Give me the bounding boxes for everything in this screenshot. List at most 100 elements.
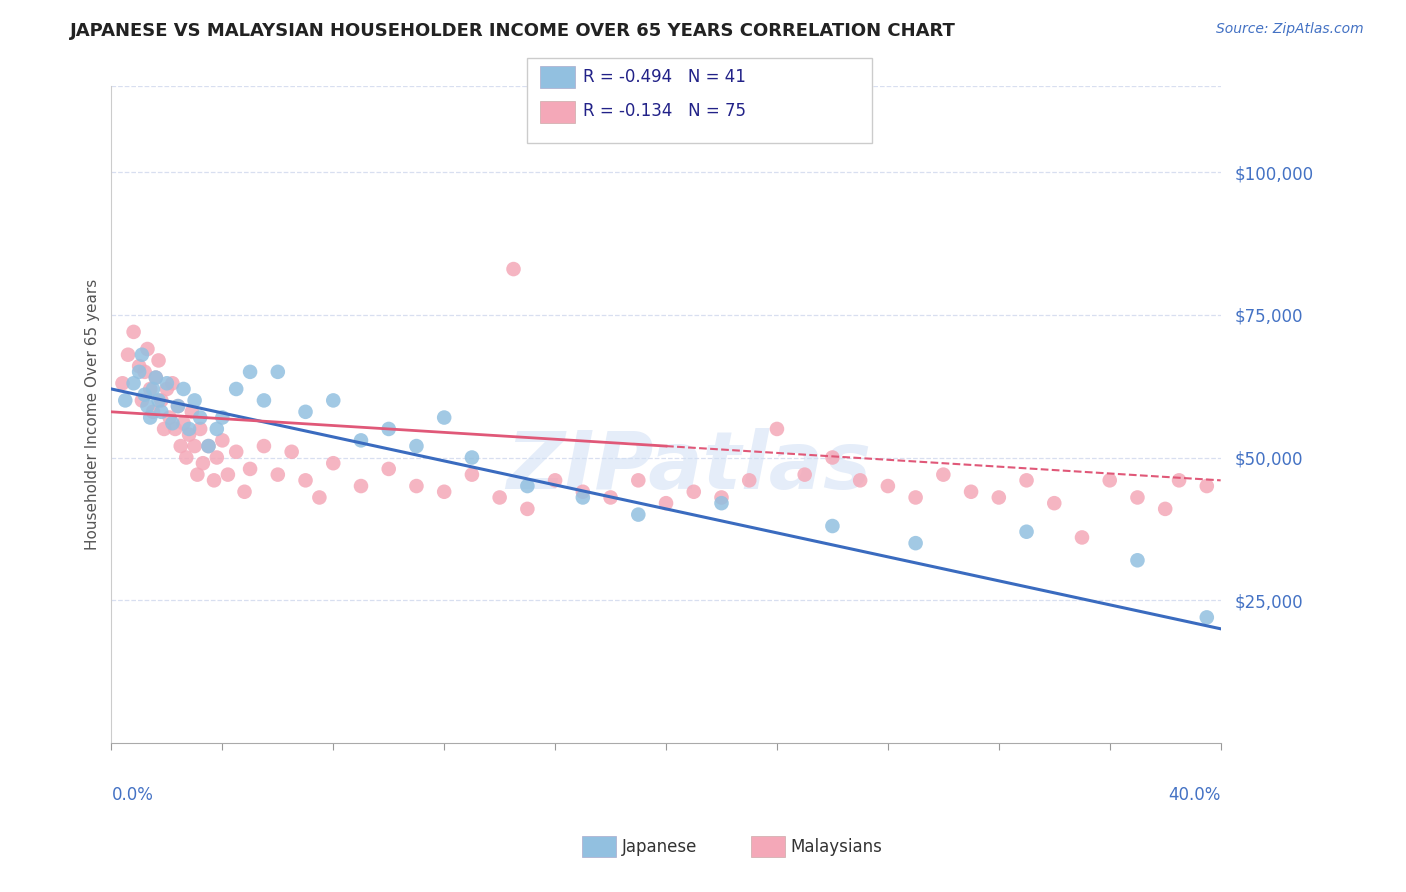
Point bbox=[188, 410, 211, 425]
Point bbox=[134, 387, 156, 401]
Point bbox=[572, 491, 595, 505]
Point bbox=[148, 353, 170, 368]
Point bbox=[377, 422, 399, 436]
Point bbox=[960, 484, 983, 499]
Point bbox=[233, 484, 256, 499]
Point bbox=[350, 479, 373, 493]
Point bbox=[136, 342, 159, 356]
Point bbox=[488, 491, 510, 505]
Point bbox=[150, 405, 173, 419]
Point bbox=[139, 410, 162, 425]
Point bbox=[738, 473, 761, 487]
Text: 40.0%: 40.0% bbox=[1168, 786, 1220, 804]
Point bbox=[253, 393, 276, 408]
Point bbox=[191, 456, 214, 470]
Point bbox=[211, 434, 233, 448]
Text: Japanese: Japanese bbox=[621, 838, 697, 855]
Point bbox=[174, 450, 197, 465]
Point bbox=[217, 467, 239, 482]
Point bbox=[136, 399, 159, 413]
Point bbox=[225, 444, 247, 458]
Point bbox=[122, 325, 145, 339]
Point bbox=[405, 479, 427, 493]
Point bbox=[139, 382, 162, 396]
Point bbox=[177, 422, 200, 436]
Point bbox=[145, 370, 167, 384]
Point bbox=[111, 376, 134, 391]
Point bbox=[183, 393, 205, 408]
Point bbox=[134, 365, 156, 379]
Point bbox=[766, 422, 789, 436]
Text: JAPANESE VS MALAYSIAN HOUSEHOLDER INCOME OVER 65 YEARS CORRELATION CHART: JAPANESE VS MALAYSIAN HOUSEHOLDER INCOME… bbox=[70, 22, 956, 40]
Point bbox=[793, 467, 815, 482]
Point bbox=[405, 439, 427, 453]
Text: Source: ZipAtlas.com: Source: ZipAtlas.com bbox=[1216, 22, 1364, 37]
Point bbox=[599, 491, 621, 505]
Point bbox=[197, 439, 219, 453]
Point bbox=[572, 484, 595, 499]
Point bbox=[294, 405, 316, 419]
Text: Malaysians: Malaysians bbox=[790, 838, 882, 855]
Point bbox=[156, 376, 179, 391]
Point bbox=[294, 473, 316, 487]
Point bbox=[1126, 491, 1149, 505]
Point bbox=[150, 393, 173, 408]
Point bbox=[253, 439, 276, 453]
Point bbox=[159, 410, 181, 425]
Point bbox=[131, 393, 153, 408]
Point bbox=[682, 484, 704, 499]
Point bbox=[710, 496, 733, 510]
Point bbox=[165, 422, 187, 436]
Point bbox=[516, 479, 538, 493]
Point bbox=[197, 439, 219, 453]
Point bbox=[1098, 473, 1121, 487]
Point bbox=[433, 410, 456, 425]
Point bbox=[821, 519, 844, 533]
Point bbox=[239, 365, 262, 379]
Point bbox=[145, 370, 167, 384]
Text: 0.0%: 0.0% bbox=[111, 786, 153, 804]
Point bbox=[167, 399, 190, 413]
Point bbox=[1043, 496, 1066, 510]
Text: R = -0.134   N = 75: R = -0.134 N = 75 bbox=[583, 102, 747, 120]
Point bbox=[350, 434, 373, 448]
Point bbox=[932, 467, 955, 482]
Point bbox=[322, 456, 344, 470]
Point bbox=[516, 502, 538, 516]
Point bbox=[205, 450, 228, 465]
Point bbox=[180, 405, 202, 419]
Point bbox=[205, 422, 228, 436]
Point bbox=[322, 393, 344, 408]
Point bbox=[821, 450, 844, 465]
Point bbox=[849, 473, 872, 487]
Point bbox=[142, 405, 165, 419]
Point bbox=[122, 376, 145, 391]
Point bbox=[183, 439, 205, 453]
Point bbox=[1154, 502, 1177, 516]
Point bbox=[461, 467, 484, 482]
Point bbox=[142, 382, 165, 396]
Point bbox=[876, 479, 898, 493]
Point bbox=[544, 473, 567, 487]
Point bbox=[186, 467, 208, 482]
Point bbox=[308, 491, 330, 505]
Point bbox=[128, 365, 150, 379]
Point bbox=[1168, 473, 1191, 487]
Point bbox=[1015, 524, 1038, 539]
Point bbox=[987, 491, 1010, 505]
Point bbox=[162, 416, 184, 430]
Text: ZIPatlas: ZIPatlas bbox=[506, 428, 870, 506]
Point bbox=[904, 536, 927, 550]
Point bbox=[188, 422, 211, 436]
Point bbox=[148, 393, 170, 408]
Point bbox=[655, 496, 678, 510]
Point bbox=[167, 399, 190, 413]
Point bbox=[627, 473, 650, 487]
Point bbox=[202, 473, 225, 487]
Text: R = -0.494   N = 41: R = -0.494 N = 41 bbox=[583, 68, 747, 86]
Point bbox=[162, 376, 184, 391]
Point bbox=[710, 491, 733, 505]
Point bbox=[267, 467, 290, 482]
Point bbox=[1071, 531, 1094, 545]
Point bbox=[502, 262, 524, 277]
